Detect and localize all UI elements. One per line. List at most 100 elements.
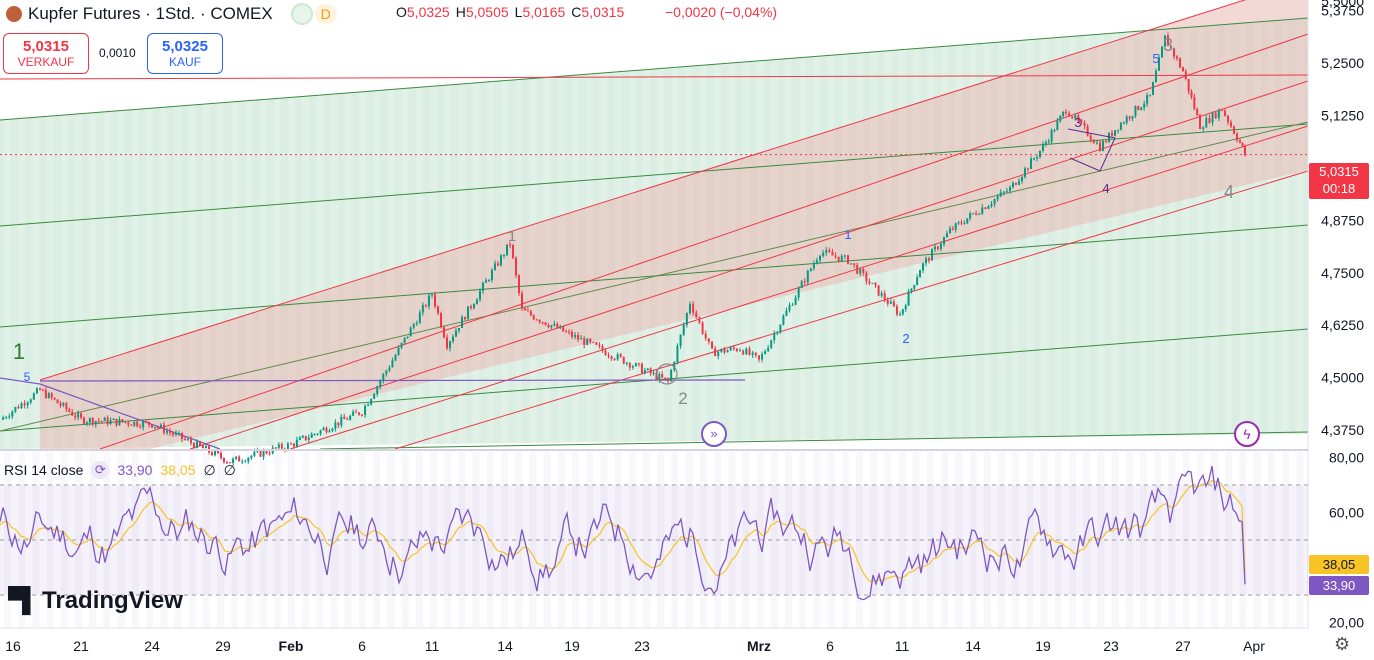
- candle: [26, 400, 29, 409]
- candle: [1155, 68, 1157, 83]
- candle: [247, 457, 250, 464]
- candle-body: [800, 281, 803, 288]
- candle-body: [325, 428, 328, 433]
- refresh-icon[interactable]: ⟳: [91, 461, 110, 479]
- candle-body: [154, 426, 156, 428]
- session-stripe: [1282, 0, 1289, 449]
- candle: [550, 324, 553, 330]
- lightning-icon[interactable]: ϟ: [1234, 421, 1260, 447]
- candle: [711, 341, 713, 349]
- candle-body: [553, 323, 556, 326]
- candle: [541, 321, 544, 325]
- candle: [1005, 188, 1008, 193]
- buy-label: KAUF: [168, 55, 201, 69]
- buy-button[interactable]: 5,0325 KAUF: [147, 33, 223, 74]
- candle-body: [748, 348, 751, 355]
- candle: [277, 442, 280, 450]
- candle: [151, 424, 153, 428]
- candle: [220, 450, 222, 460]
- candle: [831, 248, 834, 256]
- candle-body: [1059, 115, 1062, 121]
- candle: [919, 269, 921, 278]
- candle: [803, 278, 806, 286]
- sell-button[interactable]: 5,0315 VERKAUF: [3, 33, 89, 74]
- tradingview-logo[interactable]: ▀▌ TradingView: [8, 587, 183, 615]
- candle-body: [431, 294, 433, 296]
- candle-body: [532, 315, 535, 320]
- candle: [523, 306, 526, 311]
- candle-body: [610, 356, 613, 359]
- candle-body: [773, 333, 776, 341]
- candle: [412, 322, 415, 330]
- candle: [788, 302, 791, 313]
- time-tick-label: 24: [144, 638, 160, 654]
- candle: [1161, 46, 1163, 58]
- candle: [331, 427, 334, 433]
- candle-body: [328, 430, 331, 433]
- candle: [1027, 167, 1029, 172]
- candle-body: [1164, 35, 1166, 47]
- candle: [1131, 115, 1134, 122]
- candle: [382, 372, 385, 384]
- rsi-tick-label: 60,00: [1329, 505, 1364, 521]
- candle-body: [1128, 116, 1131, 119]
- candle: [226, 460, 228, 464]
- candle: [646, 367, 649, 371]
- candle-body: [922, 263, 924, 271]
- candle-body: [776, 332, 779, 334]
- candle-body: [704, 333, 707, 339]
- candle: [641, 362, 643, 374]
- candle-body: [960, 222, 963, 224]
- symbol-title[interactable]: Kupfer Futures · 1Std. · COMEX: [28, 4, 273, 23]
- candle: [785, 307, 788, 317]
- candle-body: [313, 433, 316, 435]
- session-stripe: [245, 0, 253, 449]
- candle-body: [139, 426, 142, 428]
- candle-body: [1143, 103, 1146, 108]
- candle: [175, 429, 177, 437]
- candle: [322, 426, 325, 431]
- rsi-label[interactable]: RSI 14 close: [4, 462, 84, 478]
- candle: [937, 245, 939, 251]
- candle: [473, 303, 475, 310]
- candle: [689, 301, 691, 315]
- candle: [1117, 129, 1119, 134]
- candle: [1015, 182, 1017, 186]
- candle: [843, 254, 846, 260]
- candle: [574, 332, 577, 340]
- candle: [1128, 115, 1131, 121]
- rsi-stripe: [643, 452, 650, 628]
- candle: [406, 336, 409, 340]
- rsi-stripe: [699, 452, 707, 628]
- candle-body: [785, 310, 788, 316]
- candle-body: [130, 424, 133, 426]
- candle: [434, 291, 436, 309]
- candle: [794, 295, 797, 306]
- candle: [1149, 94, 1151, 97]
- candle-body: [412, 324, 415, 328]
- daily-badge[interactable]: D: [314, 4, 337, 24]
- session-stripe: [344, 0, 352, 449]
- replay-icon[interactable]: »: [701, 421, 727, 447]
- rsi-ma-value: 38,05: [160, 462, 196, 478]
- candle: [729, 345, 732, 352]
- market-status-icon: [290, 3, 313, 25]
- candle-body: [679, 334, 682, 346]
- rsi-stripe: [330, 452, 338, 628]
- settings-gear-icon[interactable]: ⚙: [1334, 634, 1351, 654]
- candle-body: [940, 244, 942, 249]
- candle-body: [370, 398, 373, 405]
- candle: [1002, 191, 1005, 196]
- candle: [142, 420, 145, 431]
- candle: [17, 404, 20, 409]
- candle-body: [946, 233, 948, 238]
- candle-body: [1021, 176, 1023, 182]
- rsi-stripe: [1083, 452, 1091, 628]
- candle-body: [732, 347, 735, 349]
- candle: [458, 327, 460, 334]
- candle-body: [506, 244, 508, 256]
- candle-body: [1196, 108, 1199, 116]
- candle: [1080, 118, 1083, 125]
